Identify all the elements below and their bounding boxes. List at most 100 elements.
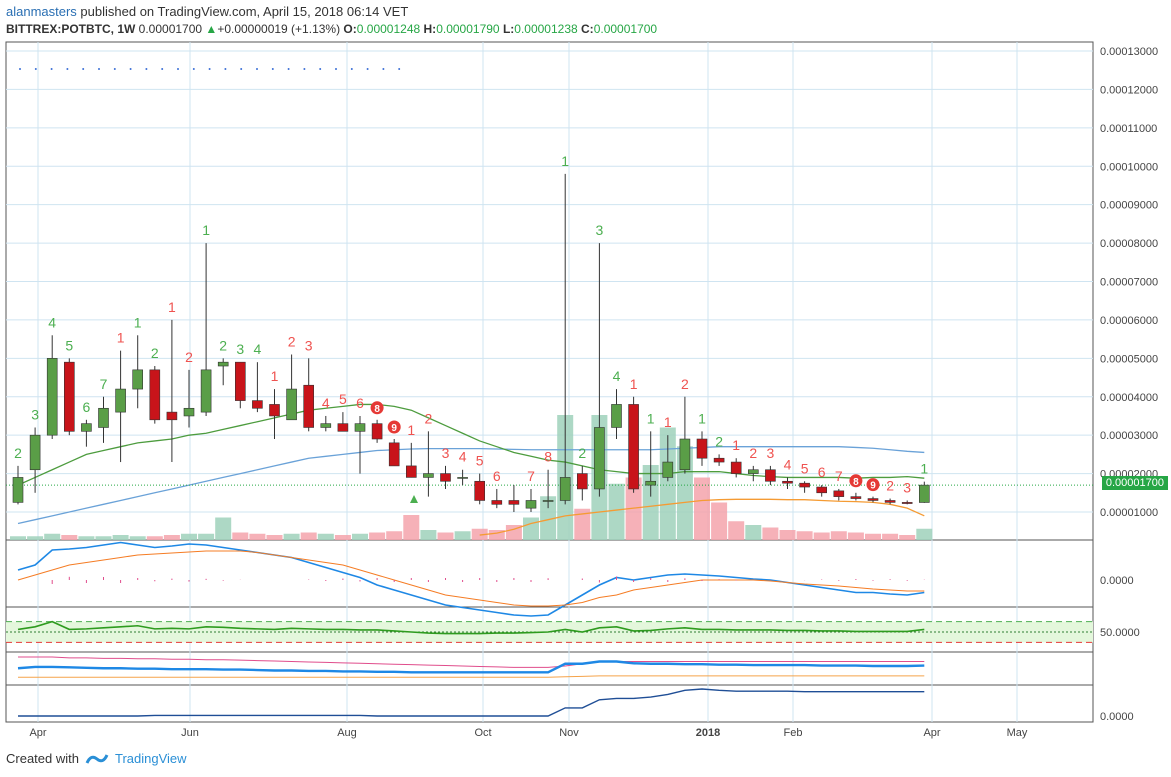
candle-body <box>46 358 58 436</box>
marker-dot <box>398 68 401 70</box>
pane-frame-0 <box>5 41 1094 541</box>
ohlc-bar: BITTREX:POTBTC, 1W 0.00001700 ▲+0.000000… <box>6 21 657 37</box>
volume-bar <box>352 533 368 540</box>
marker-dot <box>82 68 85 70</box>
candle-body <box>81 423 92 432</box>
td-count-label: 8 <box>544 449 552 465</box>
pane4-line-1 <box>17 660 925 674</box>
candle-body <box>850 496 862 499</box>
volume-bar <box>694 477 710 540</box>
marker-dot <box>98 68 100 70</box>
author-link[interactable]: alanmasters <box>6 4 77 19</box>
change-value: +0.00000019 (+1.13%) <box>217 22 341 36</box>
td-count-label: 2 <box>886 478 894 494</box>
volume-bar <box>762 527 779 540</box>
td-count-label: 1 <box>134 314 142 330</box>
volume-bar <box>300 532 317 540</box>
td-count-label: 7 <box>835 468 843 484</box>
marker-dot <box>208 68 211 70</box>
td-count-label: 1 <box>920 461 928 477</box>
td-count-label: 4 <box>48 314 56 330</box>
volume-bar <box>830 531 847 540</box>
td-count-label: 4 <box>459 449 467 465</box>
volume-bar <box>865 533 881 540</box>
volume-bar <box>215 517 232 540</box>
tradingview-brand-link[interactable]: TradingView <box>114 751 187 766</box>
x-tick-label: Jun <box>181 727 199 739</box>
rsi-line <box>17 620 925 635</box>
up-arrow-icon: ▲ <box>205 22 218 36</box>
candle-body <box>491 500 503 505</box>
candle-body <box>98 407 109 428</box>
y-tick-label: 0.00001000 <box>1100 507 1158 519</box>
td-count-label: 1 <box>732 437 740 453</box>
candle-body <box>576 473 588 490</box>
y-tick-label: 50.0000 <box>1100 627 1140 639</box>
y-tick-label: 0.00008000 <box>1100 238 1158 250</box>
volume-bar <box>334 535 351 540</box>
pane4-line-2 <box>18 675 925 678</box>
td-count-label: 1 <box>630 376 638 392</box>
td-circle-marker <box>866 478 880 492</box>
candle-body <box>405 465 417 478</box>
volume-bar <box>488 530 505 540</box>
created-with-label: Created with <box>6 751 79 766</box>
marker-dot <box>34 68 37 70</box>
td-count-label: 3 <box>903 479 911 495</box>
close-label: C: <box>581 22 594 36</box>
candle-body <box>884 500 896 503</box>
td-circle-marker <box>849 474 863 488</box>
td-count-label: 1 <box>561 153 569 169</box>
volume-bar <box>163 535 180 540</box>
td-circle-label: 8 <box>374 404 380 415</box>
marker-dot <box>113 68 116 70</box>
x-tick-label: Apr <box>923 727 940 739</box>
triangle-up-icon <box>410 495 418 503</box>
td-count-label: 6 <box>493 468 501 484</box>
td-count-label: 3 <box>442 445 450 461</box>
volume-bar <box>27 536 44 540</box>
marker-dot <box>382 68 385 70</box>
volume-bar <box>796 531 813 540</box>
marker-dot <box>50 68 53 70</box>
volume-bar <box>44 533 61 540</box>
candle-body <box>29 434 41 471</box>
x-tick-label: Feb <box>784 727 803 739</box>
marker-dot <box>335 68 337 70</box>
marker-dot <box>145 68 148 70</box>
footer: Created with TradingView <box>6 750 187 768</box>
volume-bar <box>882 533 899 540</box>
td-count-label: 1 <box>407 422 415 438</box>
y-tick-label: 0.00013000 <box>1100 46 1158 58</box>
candle-body <box>371 423 383 440</box>
td-count-label: 2 <box>681 376 689 392</box>
td-count-label: 2 <box>425 410 433 426</box>
marker-dot <box>19 68 21 70</box>
candle-body <box>679 438 691 471</box>
td-count-label: 5 <box>476 453 484 469</box>
symbol-label[interactable]: BITTREX:POTBTC, 1W <box>6 22 136 36</box>
volume-bar <box>659 427 676 540</box>
td-count-label: 6 <box>83 399 91 415</box>
td-count-label: 3 <box>767 445 775 461</box>
candle-body <box>901 502 913 504</box>
y-tick-label: 0.00006000 <box>1100 315 1158 327</box>
pane4-line-0 <box>18 656 925 668</box>
marker-dot <box>66 68 69 70</box>
marker-dot <box>287 68 290 70</box>
marker-dot <box>161 68 164 70</box>
pane-frame-1 <box>5 539 1094 608</box>
candle-body <box>696 438 708 459</box>
pane5-line <box>18 688 925 717</box>
td-count-label: 1 <box>117 330 125 346</box>
marker-dot <box>303 68 306 70</box>
td-count-label: 3 <box>596 222 604 238</box>
td-count-label: 5 <box>339 391 347 407</box>
candle-body <box>440 473 451 482</box>
td-count-label: 1 <box>168 299 176 315</box>
td-count-label: 3 <box>305 337 313 353</box>
candle-body <box>320 423 332 428</box>
y-tick-label: 0.00004000 <box>1100 392 1158 404</box>
candle-body <box>200 369 212 413</box>
